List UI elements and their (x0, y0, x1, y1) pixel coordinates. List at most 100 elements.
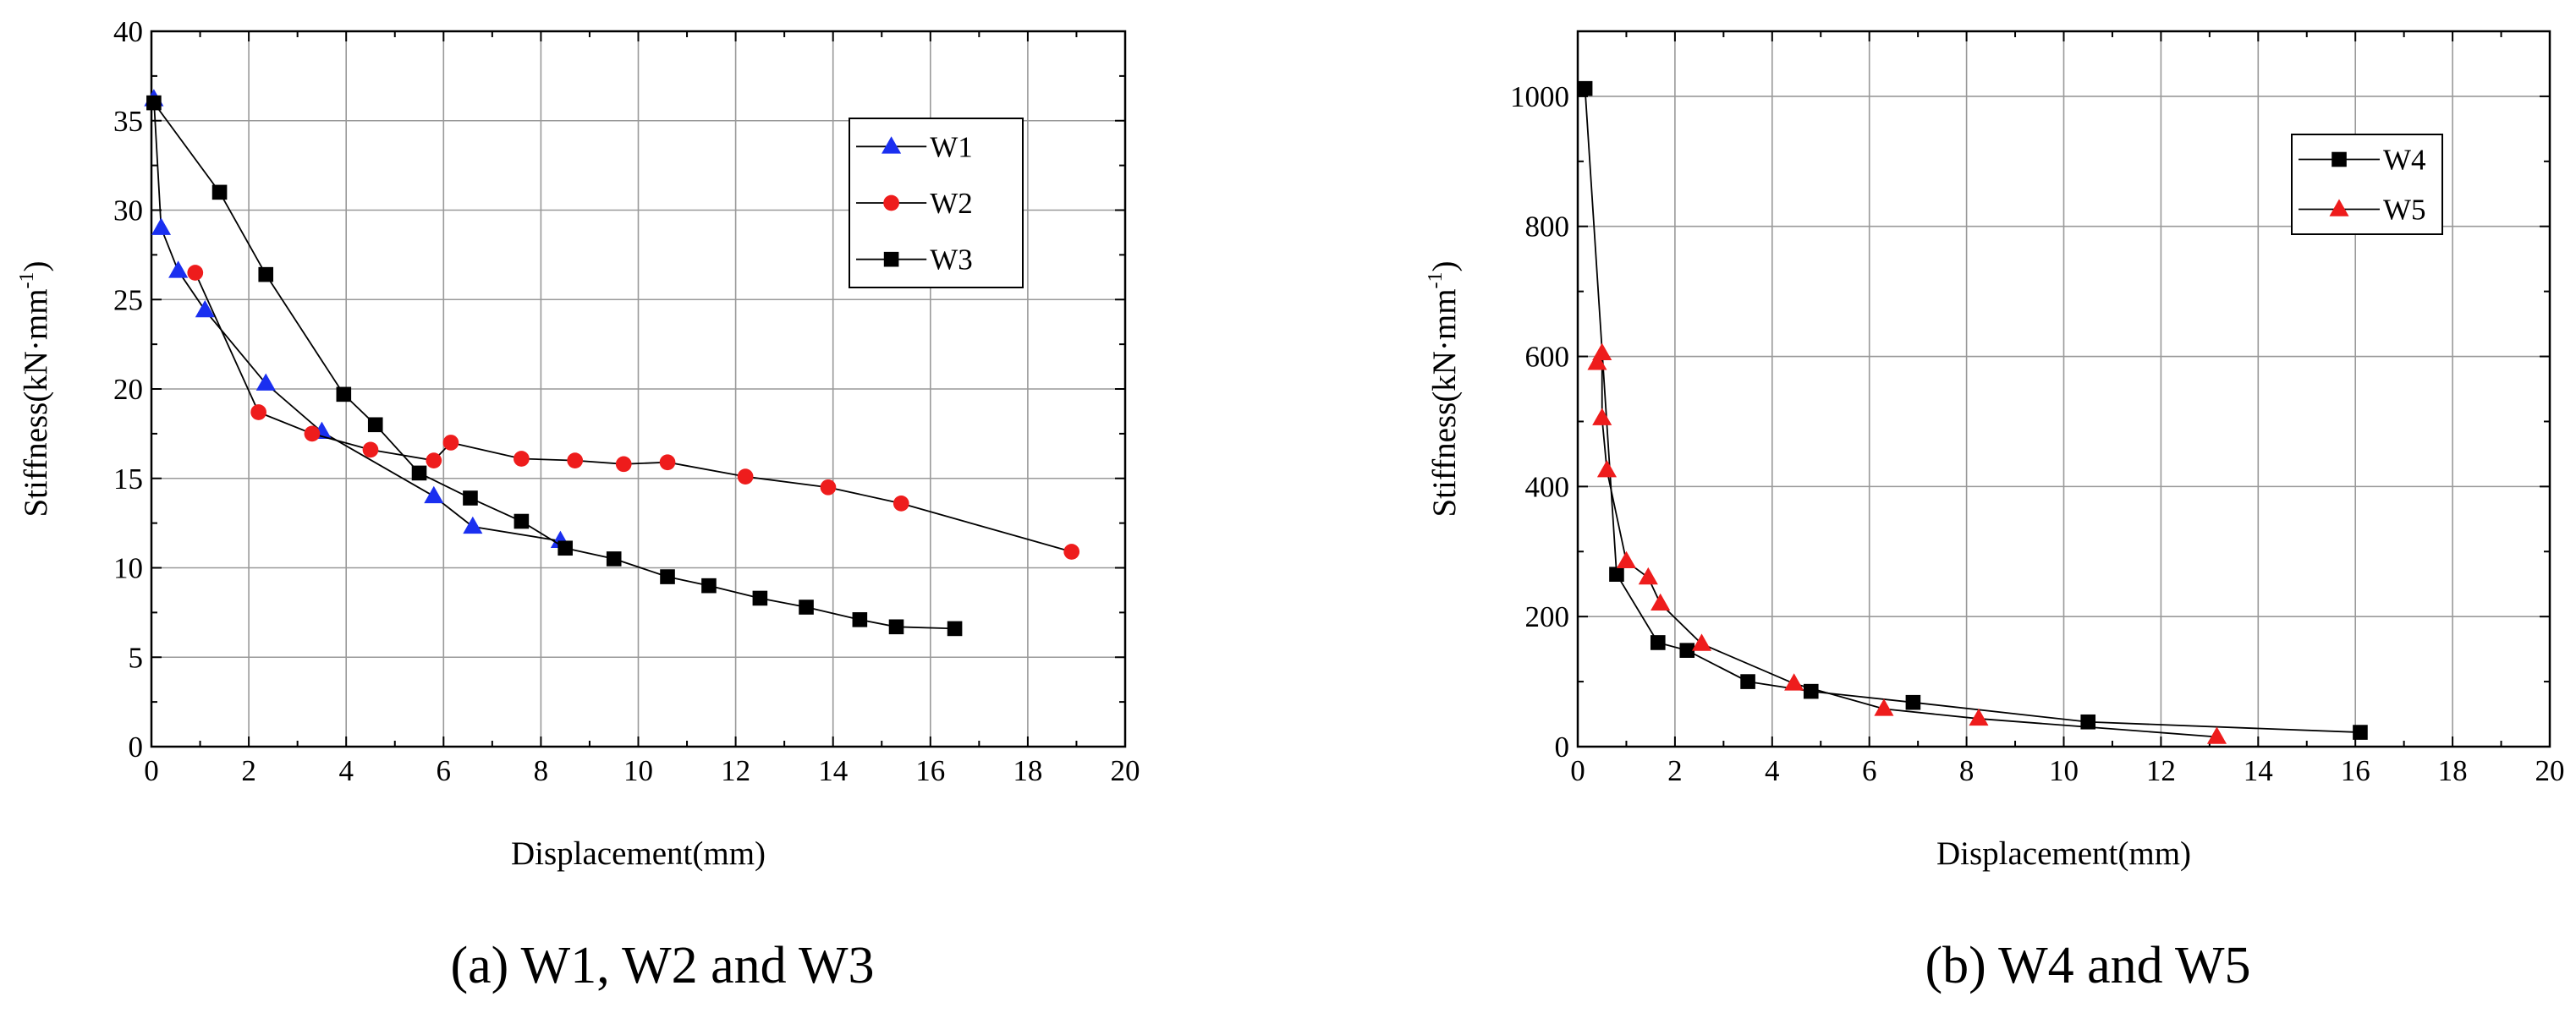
chart-b-stiffness-w4-w5: 0 2 4 6 8 10 12 14 16 18 2002004006008001000Displa… (1425, 30, 2565, 872)
y-tick-label: 0 (1555, 731, 1570, 764)
point-w3 (701, 578, 717, 594)
y-axis-label: Stiffness(kN·mm-1) (16, 260, 54, 517)
y-tick-label: 15 (113, 463, 143, 496)
y-tick-label: 0 (129, 731, 144, 764)
point-w2 (250, 404, 266, 420)
y-axis-label: Stiffness(kN·mm-1) (1425, 260, 1463, 517)
legend-marker-w2 (883, 194, 899, 211)
x-tick-label: 14 (818, 754, 848, 787)
x-axis-label: Displacement(mm) (511, 835, 766, 872)
series-line-w2 (194, 272, 1072, 553)
x-tick-label: 4 (338, 754, 354, 787)
legend-marker-w3 (883, 251, 899, 267)
legend-marker-w4 (2332, 151, 2347, 167)
point-w5 (1691, 633, 1712, 651)
point-w1 (255, 373, 276, 391)
x-tick-label: 10 (623, 754, 653, 787)
legend-label-w2: W2 (930, 187, 973, 220)
legend-label-w5: W5 (2383, 194, 2426, 227)
legend-label-w4: W4 (2383, 144, 2426, 177)
legend-marker-w5 (2329, 199, 2349, 216)
x-tick-label: 6 (1862, 754, 1877, 787)
point-w2 (615, 456, 632, 473)
point-w3 (336, 386, 352, 402)
point-w2 (659, 454, 676, 471)
legend: W4 W5 (2291, 134, 2443, 235)
y-tick-label: 1000 (1510, 80, 1569, 113)
point-w5 (1784, 673, 1804, 691)
x-tick-label: 16 (2341, 754, 2370, 787)
series-w4 (1577, 80, 2368, 740)
x-tick-label: 2 (241, 754, 256, 787)
point-w5 (1592, 342, 1612, 360)
chart-a-stiffness-w1-w2-w3: 0 2 4 6 8 10 12 14 16 18 20 0 5 10 15 20 25 30 35 40 Displac… (16, 15, 1140, 872)
point-w3 (888, 619, 904, 635)
point-w1 (424, 485, 444, 504)
point-w2 (737, 468, 754, 485)
point-w4 (1740, 674, 1755, 689)
point-w3 (606, 551, 622, 567)
x-tick-label: 20 (2535, 754, 2565, 787)
point-w4 (2353, 725, 2368, 740)
x-tick-label: 4 (1765, 754, 1780, 787)
point-w5 (1651, 593, 1671, 611)
point-w4 (2080, 714, 2096, 730)
x-tick-label: 14 (2244, 754, 2273, 787)
point-w3 (799, 600, 814, 615)
x-tick-label: 12 (2146, 754, 2176, 787)
caption-b: (b) W4 and W5 (1925, 937, 2250, 994)
point-w2 (820, 479, 837, 496)
y-tick-label: 400 (1525, 470, 1570, 503)
x-tick-label: 18 (2438, 754, 2468, 787)
point-w3 (514, 513, 530, 529)
point-w3 (557, 540, 573, 556)
x-tick-label: 8 (534, 754, 549, 787)
point-w5 (1969, 708, 1989, 726)
y-tick-label: 5 (129, 641, 144, 674)
point-w1 (463, 516, 483, 534)
point-w1 (195, 299, 215, 318)
legend-marker-w1 (882, 136, 902, 154)
y-tick-label: 25 (113, 283, 143, 316)
point-w2 (426, 452, 442, 468)
point-w2 (893, 496, 909, 512)
series-w5 (1587, 342, 2227, 744)
x-tick-label: 2 (1667, 754, 1683, 787)
x-tick-label: 0 (144, 754, 159, 787)
point-w3 (463, 490, 478, 506)
point-w3 (211, 184, 228, 200)
point-w3 (367, 417, 383, 433)
y-tick-label: 20 (113, 373, 143, 406)
point-w3 (411, 465, 427, 481)
legend-label-w3: W3 (930, 244, 973, 277)
point-w5 (1638, 567, 1658, 585)
point-w3 (947, 621, 963, 637)
point-w4 (1905, 694, 1921, 710)
point-w5 (1874, 698, 1894, 716)
point-w5 (1587, 353, 1607, 370)
axis-ticks (151, 30, 1126, 747)
point-w2 (187, 265, 204, 281)
point-w2 (514, 451, 530, 467)
point-w2 (567, 452, 584, 468)
point-w5 (2206, 726, 2227, 744)
point-w4 (1679, 643, 1695, 658)
series-w1 (144, 89, 570, 549)
x-axis-label: Displacement(mm) (1936, 835, 2191, 872)
series-line-w5 (1596, 353, 2217, 738)
y-tick-label: 600 (1525, 341, 1570, 374)
x-tick-label: 18 (1013, 754, 1042, 787)
point-w4 (1577, 80, 1593, 96)
legend-label-w1: W1 (930, 130, 973, 163)
x-tick-label: 6 (437, 754, 452, 787)
point-w3 (258, 266, 274, 282)
series-w3 (146, 95, 963, 637)
x-tick-label: 20 (1111, 754, 1140, 787)
y-tick-label: 35 (113, 105, 143, 138)
point-w2 (442, 435, 459, 451)
y-tick-label: 40 (113, 15, 143, 48)
point-w4 (1650, 635, 1666, 650)
point-w5 (1596, 460, 1618, 478)
point-w5 (1592, 408, 1612, 425)
